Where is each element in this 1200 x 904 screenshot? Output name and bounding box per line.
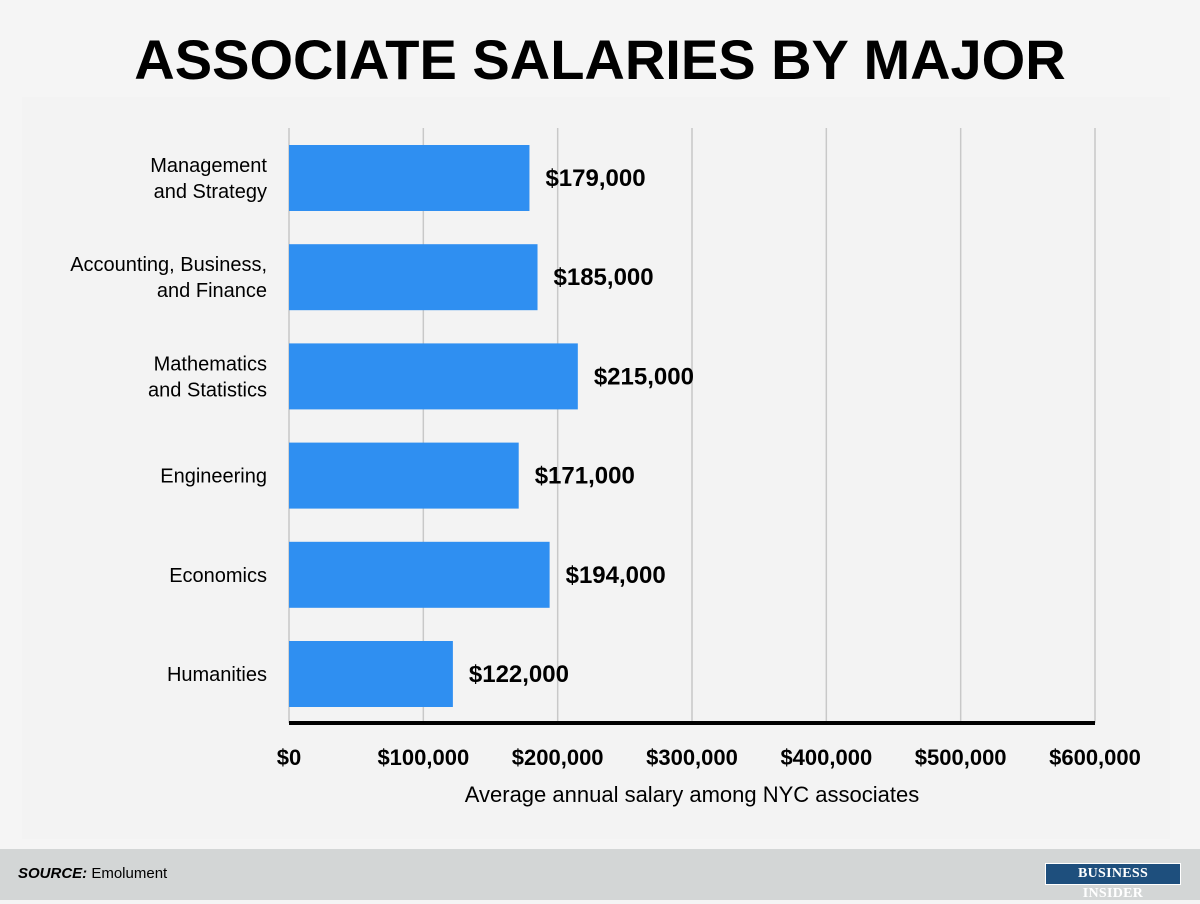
- data-label: $179,000: [545, 165, 645, 192]
- category-label-line: and Statistics: [148, 379, 267, 401]
- bar: [289, 244, 538, 311]
- x-tick-label: $100,000: [377, 745, 469, 770]
- source-text: Emolument: [91, 865, 168, 882]
- bar: [289, 343, 578, 410]
- category-label-line: Mathematics: [154, 353, 267, 375]
- source-label: SOURCE:: [18, 865, 88, 882]
- x-tick-label: $400,000: [780, 745, 872, 770]
- category-label-line: Economics: [169, 565, 267, 587]
- brand-logo: BUSINESS INSIDER: [1045, 863, 1181, 901]
- x-axis-label: Average annual salary among NYC associat…: [465, 782, 920, 807]
- category-label: Accounting, Business, and Finance: [70, 254, 267, 302]
- x-tick-label: $600,000: [1049, 745, 1141, 770]
- chart-title: ASSOCIATE SALARIES BY MAJOR: [134, 28, 1066, 91]
- category-label: Engineering: [160, 466, 267, 488]
- data-label: $215,000: [594, 363, 694, 390]
- category-label: Mathematics and Statistics: [148, 353, 267, 401]
- x-tick-label: $300,000: [646, 745, 738, 770]
- data-label: $122,000: [469, 661, 569, 688]
- chart-panel: [22, 97, 1170, 839]
- data-label: $185,000: [554, 264, 654, 291]
- bar: [289, 442, 519, 509]
- bar-layer: [289, 145, 578, 707]
- bar: [289, 541, 550, 608]
- category-label-line: Engineering: [160, 466, 267, 488]
- category-label-line: Management: [150, 155, 267, 177]
- category-label: Humanities: [167, 664, 267, 686]
- bar: [289, 145, 530, 211]
- category-label-line: and Strategy: [154, 181, 267, 203]
- x-tick-label: $0: [277, 745, 301, 770]
- label-layer: $0 $100,000 $200,000 $300,000 $400,000 $500,0…: [70, 155, 1141, 807]
- footer: SOURCE: Emolument BUSINESS INSIDER: [0, 849, 1200, 901]
- x-tick-label: $500,000: [915, 745, 1007, 770]
- bar: [289, 641, 453, 707]
- category-label-line: Humanities: [167, 664, 267, 686]
- data-label: $171,000: [535, 463, 635, 490]
- x-tick-label: $200,000: [512, 745, 604, 770]
- category-label: Economics: [169, 565, 267, 587]
- category-label-line: Accounting, Business,: [70, 254, 267, 276]
- category-label-line: and Finance: [157, 280, 267, 302]
- grid-layer: [288, 128, 1096, 723]
- source-note: SOURCE: Emolument: [18, 865, 167, 882]
- data-label: $194,000: [566, 562, 666, 589]
- bar-chart: $0 $100,000 $200,000 $300,000 $400,000 $500,0…: [70, 128, 1141, 807]
- category-label: Management and Strategy: [150, 155, 267, 203]
